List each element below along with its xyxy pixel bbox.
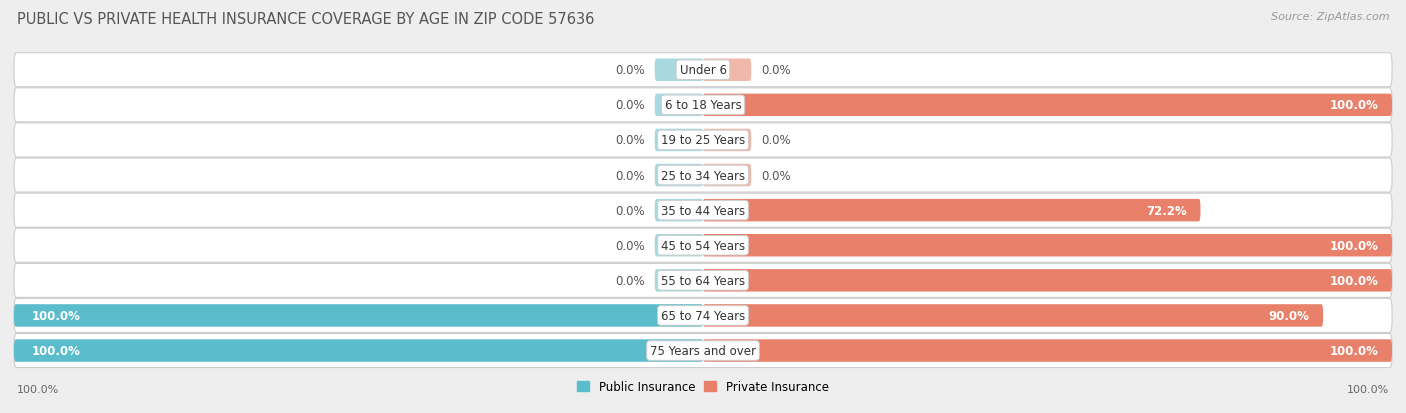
Text: 0.0%: 0.0%	[614, 204, 644, 217]
Text: 100.0%: 100.0%	[31, 344, 80, 357]
Text: 65 to 74 Years: 65 to 74 Years	[661, 309, 745, 322]
FancyBboxPatch shape	[703, 269, 1392, 292]
Legend: Public Insurance, Private Insurance: Public Insurance, Private Insurance	[578, 380, 828, 393]
Text: 0.0%: 0.0%	[614, 169, 644, 182]
Text: 100.0%: 100.0%	[1329, 274, 1378, 287]
FancyBboxPatch shape	[14, 299, 1392, 332]
FancyBboxPatch shape	[14, 123, 1392, 158]
FancyBboxPatch shape	[655, 235, 703, 257]
Text: 100.0%: 100.0%	[17, 385, 59, 394]
FancyBboxPatch shape	[655, 199, 703, 222]
FancyBboxPatch shape	[655, 164, 703, 187]
Text: 6 to 18 Years: 6 to 18 Years	[665, 99, 741, 112]
Text: 0.0%: 0.0%	[614, 239, 644, 252]
Text: 19 to 25 Years: 19 to 25 Years	[661, 134, 745, 147]
Text: Source: ZipAtlas.com: Source: ZipAtlas.com	[1271, 12, 1389, 22]
FancyBboxPatch shape	[14, 304, 703, 327]
Text: 0.0%: 0.0%	[762, 64, 792, 77]
FancyBboxPatch shape	[14, 263, 1392, 298]
Text: 0.0%: 0.0%	[614, 274, 644, 287]
Text: 72.2%: 72.2%	[1146, 204, 1187, 217]
FancyBboxPatch shape	[655, 129, 703, 152]
FancyBboxPatch shape	[703, 235, 1392, 257]
Text: 100.0%: 100.0%	[1347, 385, 1389, 394]
Text: 0.0%: 0.0%	[762, 134, 792, 147]
FancyBboxPatch shape	[703, 304, 1323, 327]
FancyBboxPatch shape	[655, 59, 703, 82]
FancyBboxPatch shape	[14, 89, 1392, 123]
Text: 75 Years and over: 75 Years and over	[650, 344, 756, 357]
Text: 0.0%: 0.0%	[614, 64, 644, 77]
Text: 100.0%: 100.0%	[1329, 239, 1378, 252]
Text: 35 to 44 Years: 35 to 44 Years	[661, 204, 745, 217]
FancyBboxPatch shape	[703, 164, 751, 187]
Text: 45 to 54 Years: 45 to 54 Years	[661, 239, 745, 252]
Text: 25 to 34 Years: 25 to 34 Years	[661, 169, 745, 182]
FancyBboxPatch shape	[703, 339, 1392, 362]
Text: 100.0%: 100.0%	[1329, 344, 1378, 357]
FancyBboxPatch shape	[14, 339, 703, 362]
FancyBboxPatch shape	[14, 334, 1392, 368]
Text: 0.0%: 0.0%	[614, 134, 644, 147]
Text: PUBLIC VS PRIVATE HEALTH INSURANCE COVERAGE BY AGE IN ZIP CODE 57636: PUBLIC VS PRIVATE HEALTH INSURANCE COVER…	[17, 12, 595, 27]
Text: 100.0%: 100.0%	[31, 309, 80, 322]
FancyBboxPatch shape	[703, 95, 1392, 117]
FancyBboxPatch shape	[14, 194, 1392, 228]
FancyBboxPatch shape	[703, 129, 751, 152]
FancyBboxPatch shape	[14, 229, 1392, 263]
FancyBboxPatch shape	[655, 95, 703, 117]
Text: 55 to 64 Years: 55 to 64 Years	[661, 274, 745, 287]
Text: Under 6: Under 6	[679, 64, 727, 77]
Text: 0.0%: 0.0%	[762, 169, 792, 182]
FancyBboxPatch shape	[14, 54, 1392, 88]
FancyBboxPatch shape	[703, 59, 751, 82]
Text: 100.0%: 100.0%	[1329, 99, 1378, 112]
FancyBboxPatch shape	[655, 269, 703, 292]
FancyBboxPatch shape	[14, 159, 1392, 192]
FancyBboxPatch shape	[703, 199, 1201, 222]
Text: 90.0%: 90.0%	[1268, 309, 1309, 322]
Text: 0.0%: 0.0%	[614, 99, 644, 112]
